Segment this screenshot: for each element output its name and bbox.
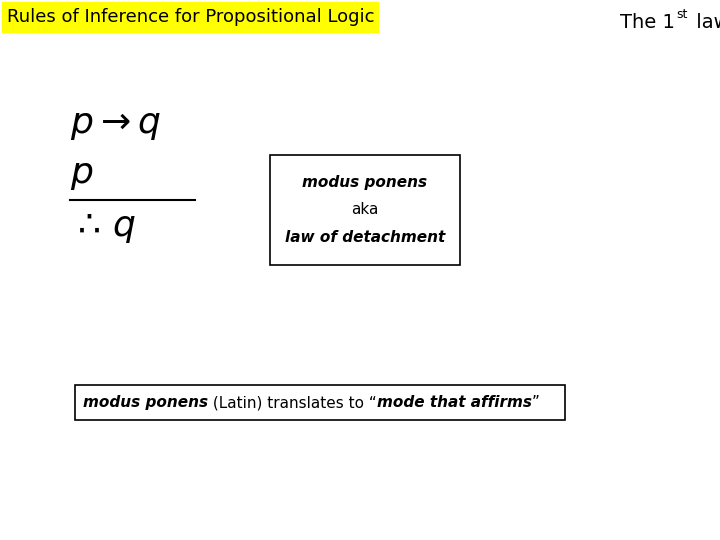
Text: (Latin) translates to “: (Latin) translates to “ <box>208 395 377 410</box>
Text: modus ponens: modus ponens <box>302 175 428 190</box>
Text: $p$: $p$ <box>70 158 94 192</box>
FancyBboxPatch shape <box>270 155 460 265</box>
Text: aka: aka <box>351 202 379 218</box>
Text: $p \rightarrow q$: $p \rightarrow q$ <box>70 108 161 142</box>
Text: law of detachment: law of detachment <box>285 230 445 245</box>
Text: ”: ” <box>532 395 540 410</box>
Text: st: st <box>676 8 688 21</box>
Text: Rules of Inference for Propositional Logic: Rules of Inference for Propositional Log… <box>7 8 374 26</box>
Text: $\therefore\, q$: $\therefore\, q$ <box>70 211 137 245</box>
Text: law: law <box>690 12 720 31</box>
FancyBboxPatch shape <box>75 385 565 420</box>
Text: The 1: The 1 <box>620 12 675 31</box>
Text: mode that affirms: mode that affirms <box>377 395 532 410</box>
Text: modus ponens: modus ponens <box>83 395 208 410</box>
